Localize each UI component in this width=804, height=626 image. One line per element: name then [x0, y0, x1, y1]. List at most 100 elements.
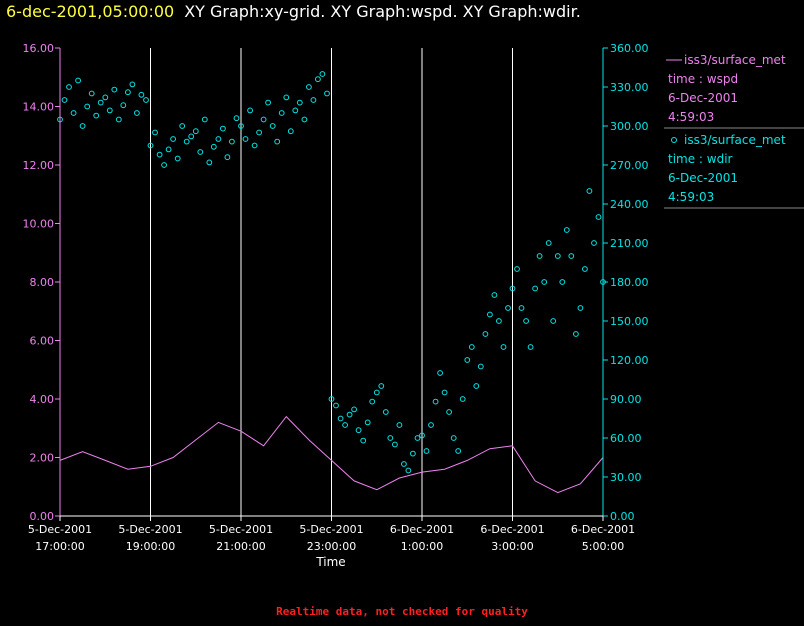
series-wdir-point [464, 357, 471, 363]
series-wdir-point [70, 110, 77, 116]
series-wdir-point [550, 318, 557, 324]
series-wdir-point [278, 110, 285, 116]
x-tick-label: 6-Dec-2001 [571, 523, 635, 536]
series-wdir-point [138, 91, 145, 98]
series-wdir-point [505, 305, 511, 311]
series-wdir-point [473, 383, 480, 389]
left-tick-label: 12.00 [23, 159, 55, 172]
x-tick-label: 5-Dec-2001 [28, 523, 92, 536]
legend-entry-text: 6-Dec-2001 [668, 171, 738, 185]
left-tick-label: 6.00 [30, 335, 55, 348]
series-wdir-point [183, 138, 190, 145]
series-wdir-point [437, 370, 444, 376]
right-tick-label: 210.00 [610, 237, 649, 250]
series-wdir-point [125, 89, 131, 96]
series-wdir-point [595, 214, 602, 220]
left-tick-label: 14.00 [23, 101, 55, 114]
series-wdir-point [568, 253, 575, 259]
series-wdir-point [97, 99, 104, 106]
series-wdir-point [93, 112, 100, 119]
series-wdir-point [423, 448, 430, 454]
series-wdir-point [156, 151, 163, 158]
series-wdir-point [382, 409, 389, 415]
series-wdir-point [396, 422, 403, 428]
x-tick-label: 5-Dec-2001 [299, 523, 363, 536]
series-wdir-point [310, 97, 317, 103]
series-wdir-point [274, 138, 281, 145]
series-wdir-point [369, 398, 376, 405]
series-wspd-line [59, 415, 604, 494]
series-wdir-point [554, 253, 561, 259]
series-wdir-point [324, 90, 330, 97]
series-wdir-point [66, 84, 72, 90]
x-tick-label: 23:00:00 [307, 540, 356, 553]
x-tick-label: 5-Dec-2001 [209, 523, 273, 536]
series-wdir-point [129, 81, 136, 88]
series-wdir-point [523, 318, 529, 324]
series-wdir-point [432, 398, 439, 405]
series-wdir-point [197, 149, 204, 155]
series-wdir-point [446, 409, 453, 415]
series-wdir-point [88, 90, 95, 97]
series-wdir-point [455, 448, 462, 454]
series-wdir-point [392, 441, 398, 448]
left-tick-label: 0.00 [30, 510, 55, 523]
series-wdir-point [527, 344, 534, 350]
series-wdir-point [165, 146, 172, 153]
quality-note: Realtime data, not checked for quality [276, 605, 528, 618]
series-wdir-point [410, 450, 416, 457]
series-wdir-point [514, 266, 520, 272]
series-wdir-point [210, 143, 217, 150]
right-tick-label: 90.00 [610, 393, 642, 406]
series-wdir-point [306, 84, 312, 90]
series-wdir-point [487, 311, 493, 318]
series-wdir-point [75, 77, 81, 84]
series-wdir-point [459, 396, 466, 402]
right-tick-label: 180.00 [610, 276, 649, 289]
series-wdir-point [355, 427, 362, 434]
series-wdir-point [260, 116, 267, 123]
series-wdir-point [563, 227, 570, 233]
series-wdir-point [192, 128, 199, 135]
series-wdir-point [401, 461, 407, 467]
right-axis: 0.00 30.00 60.00 90.00 120.00 150.00 180.00 210… [602, 42, 649, 523]
series-wdir-point [265, 99, 272, 106]
series-wdir-point [224, 154, 231, 161]
series-wdir-point [405, 467, 412, 474]
series-wdir-point [170, 136, 177, 142]
series-wdir-point [541, 279, 548, 285]
series-wdir-point [287, 128, 294, 135]
series-wdir-point [206, 159, 213, 166]
series-wdir-point [84, 103, 91, 110]
series-wdir-point [509, 285, 516, 292]
header-graph-titles: XY Graph:xy-grid. XY Graph:wspd. XY Grap… [184, 2, 581, 21]
series-wdir-point [301, 116, 308, 123]
right-tick-label: 270.00 [610, 159, 649, 172]
legend-entry-text: iss3/surface_met [684, 53, 786, 67]
x-axis: 5-Dec-2001 17:00:00 5-Dec-2001 19:00:00 5-De… [28, 515, 635, 553]
series-wdir-point [387, 435, 394, 441]
series-wdir-point [591, 240, 597, 246]
series-wdir-point [233, 115, 240, 122]
right-tick-label: 30.00 [610, 471, 642, 484]
series-wdir-point [342, 422, 349, 428]
right-tick-label: 330.00 [610, 81, 649, 94]
x-tick-label: 21:00:00 [216, 540, 265, 553]
series-wdir-point [545, 240, 552, 246]
series-wdir-point [242, 136, 249, 142]
left-tick-label: 4.00 [30, 393, 55, 406]
series-wdir-point [573, 331, 579, 337]
series-wdir-point [419, 432, 425, 439]
x-tick-label: 1:00:00 [401, 540, 443, 553]
header-time: 6-dec-2001,05:00:00 [6, 2, 175, 21]
series-wdir-point [428, 422, 434, 428]
series-wdir-point [179, 123, 186, 129]
series-wdir-point [577, 305, 584, 311]
right-tick-label: 240.00 [610, 198, 649, 211]
series-wdir-point [536, 253, 543, 259]
series-wdir-point [174, 155, 181, 162]
legend-entry-text: 4:59:03 [668, 190, 714, 204]
series-wdir-point [414, 435, 421, 441]
x-tick-label: 5:00:00 [582, 540, 624, 553]
